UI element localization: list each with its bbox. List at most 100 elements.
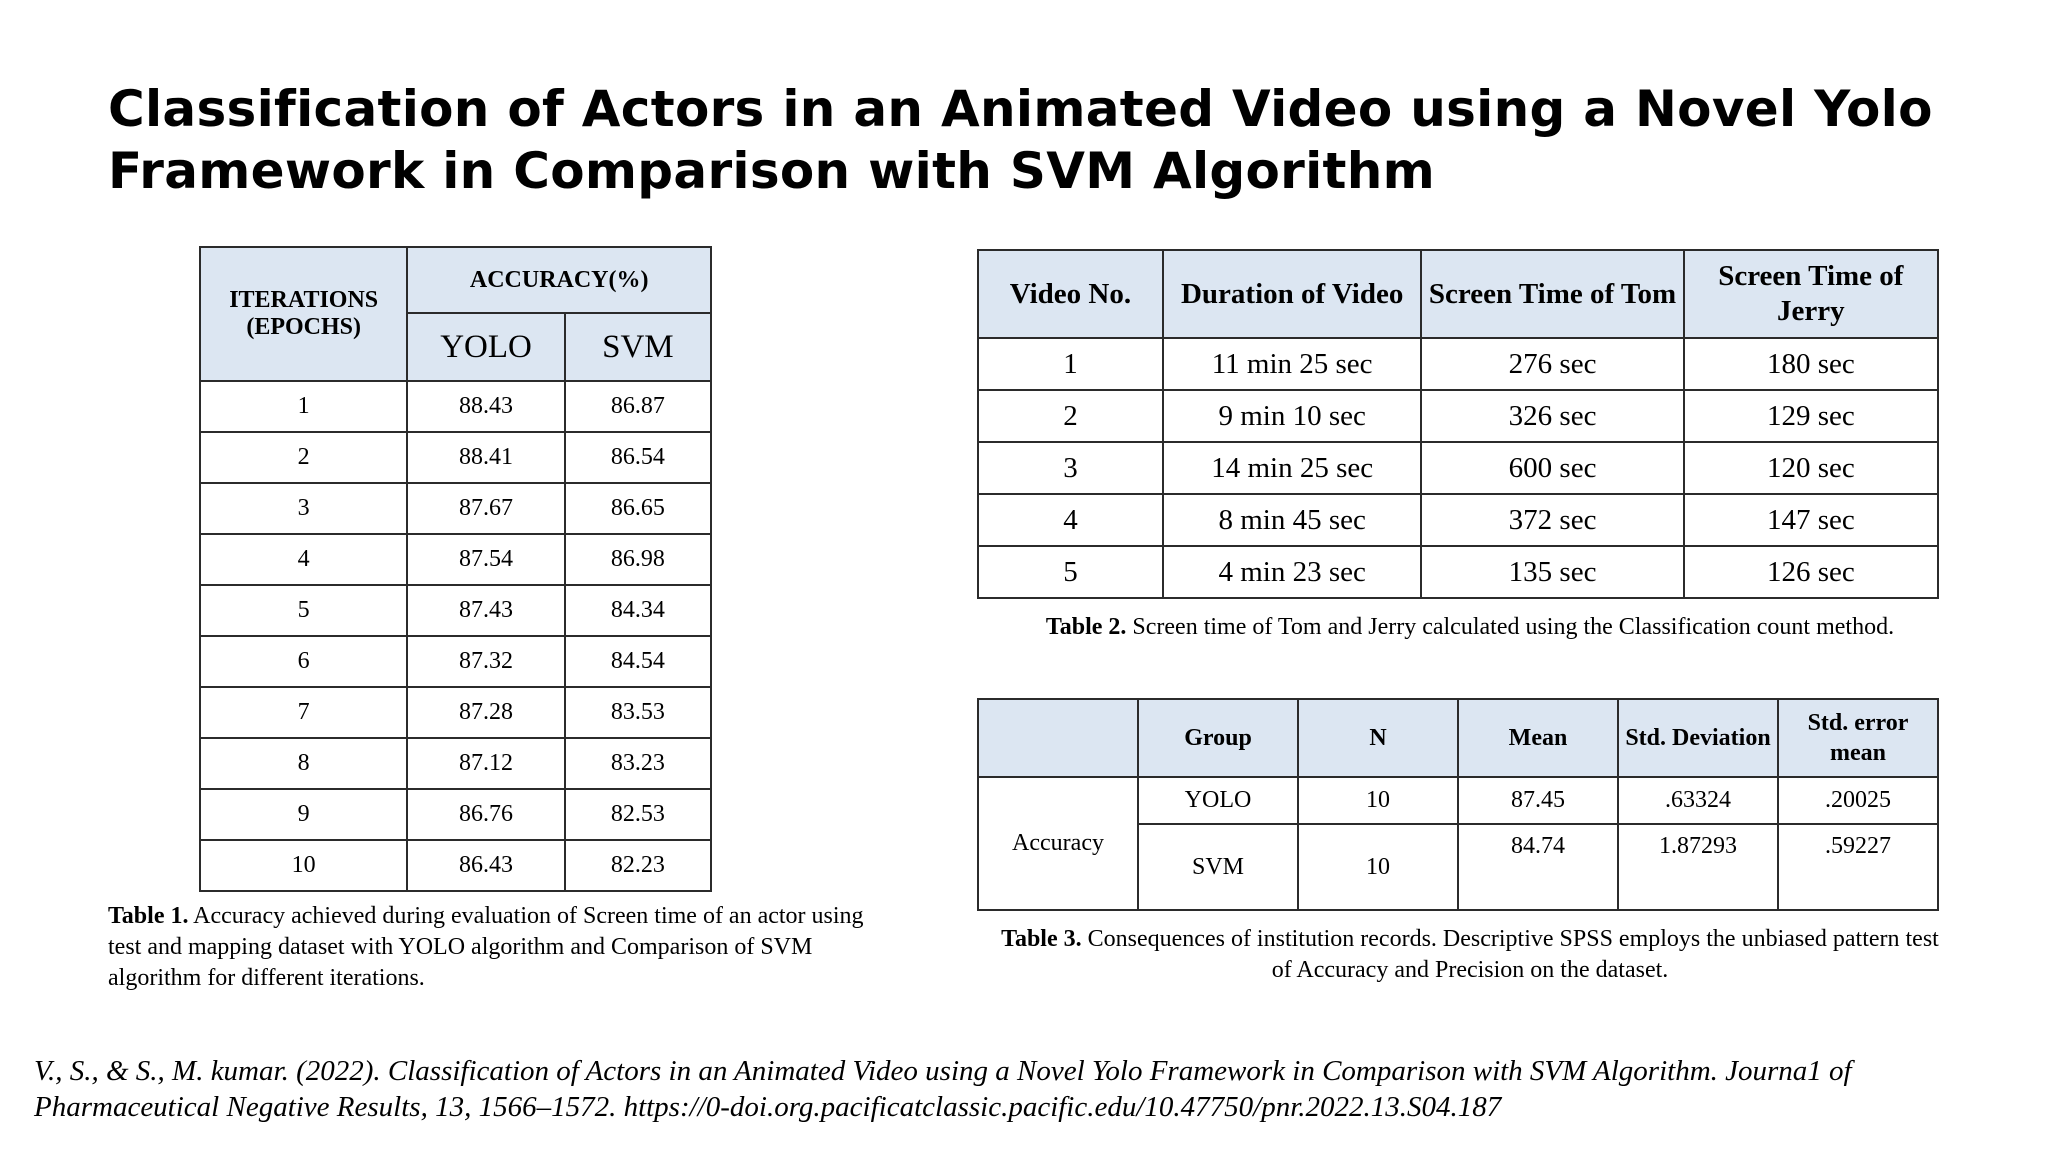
table-row: 1 88.43 86.87 (198, 380, 713, 433)
yolo-cell: 87.28 (406, 686, 566, 739)
header-blank (977, 698, 1139, 778)
duration-cell: 4 min 23 sec (1161, 545, 1423, 599)
header-iterations: ITERATIONS (EPOCHS) (198, 246, 409, 382)
table2-caption: Table 2. Screen time of Tom and Jerry ca… (1000, 612, 1940, 643)
header-accuracy: ACCURACY(%) (406, 246, 712, 314)
table-row: 4 8 min 45 sec 372 sec 147 sec (977, 493, 1940, 547)
screen-time-table: Video No. Duration of Video Screen Time … (977, 249, 1940, 599)
mean-cell: 87.45 (1457, 776, 1619, 825)
header-jerry: Screen Time of Jerry (1682, 249, 1940, 339)
group-cell: YOLO (1137, 776, 1299, 825)
sd-cell: .63324 (1617, 776, 1779, 825)
header-group: Group (1137, 698, 1299, 778)
svm-cell: 82.53 (563, 788, 713, 841)
iteration-cell: 8 (198, 737, 409, 790)
sd-cell: 1.87293 (1617, 823, 1779, 911)
svm-cell: 86.65 (563, 482, 713, 535)
table-row: 9 86.76 82.53 (198, 788, 713, 841)
iteration-cell: 4 (198, 533, 409, 586)
header-video-no: Video No. (977, 249, 1164, 339)
duration-cell: 8 min 45 sec (1161, 493, 1423, 547)
descriptive-stats-table: Group N Mean Std. Deviation Std. error m… (977, 698, 1939, 911)
svm-cell: 84.54 (563, 635, 713, 688)
header-tom: Screen Time of Tom (1420, 249, 1685, 339)
se-cell: .20025 (1777, 776, 1939, 825)
yolo-cell: 86.76 (406, 788, 566, 841)
se-cell: .59227 (1777, 823, 1939, 911)
tom-time-cell: 276 sec (1420, 337, 1685, 391)
table-row: 3 14 min 25 sec 600 sec 120 sec (977, 441, 1940, 495)
citation: V., S., & S., M. kumar. (2022). Classifi… (34, 1055, 1852, 1123)
video-no-cell: 1 (977, 337, 1164, 391)
duration-cell: 14 min 25 sec (1161, 441, 1423, 495)
iteration-cell: 5 (198, 584, 409, 637)
table-row: 8 87.12 83.23 (198, 737, 713, 790)
table-row: 2 9 min 10 sec 326 sec 129 sec (977, 389, 1940, 443)
header-std-error-mean: Std. error mean (1777, 698, 1939, 778)
video-no-cell: 3 (977, 441, 1164, 495)
iteration-cell: 2 (198, 431, 409, 484)
jerry-time-cell: 129 sec (1682, 389, 1940, 443)
table3-caption: Table 3. Consequences of institution rec… (1000, 924, 1940, 986)
yolo-cell: 87.43 (406, 584, 566, 637)
caption-label: Table 3. (1001, 926, 1082, 952)
header-duration: Duration of Video (1161, 249, 1423, 339)
table-row: 7 87.28 83.53 (198, 686, 713, 739)
duration-cell: 11 min 25 sec (1161, 337, 1423, 391)
table-row: 5 87.43 84.34 (198, 584, 713, 637)
table-row: 3 87.67 86.65 (198, 482, 713, 535)
yolo-cell: 87.67 (406, 482, 566, 535)
table-row: 2 88.41 86.54 (198, 431, 713, 484)
n-cell: 10 (1297, 776, 1459, 825)
table-row: 1 11 min 25 sec 276 sec 180 sec (977, 337, 1940, 391)
svm-cell: 82.23 (563, 839, 713, 892)
caption-text: Screen time of Tom and Jerry calculated … (1126, 614, 1895, 640)
video-no-cell: 4 (977, 493, 1164, 547)
table-row: SVM 10 84.74 1.87293 .59227 (978, 823, 1939, 911)
jerry-time-cell: 147 sec (1682, 493, 1940, 547)
header-std-deviation: Std. Deviation (1617, 698, 1779, 778)
header-svm: SVM (563, 312, 713, 382)
iteration-cell: 7 (198, 686, 409, 739)
iteration-cell: 9 (198, 788, 409, 841)
group-cell: SVM (1137, 823, 1299, 911)
n-cell: 10 (1297, 823, 1459, 911)
caption-text: Consequences of institution records. Des… (1081, 926, 1939, 983)
accuracy-table: ITERATIONS (EPOCHS) ACCURACY(%) YOLO SVM… (198, 246, 713, 892)
svm-cell: 86.54 (563, 431, 713, 484)
yolo-cell: 87.12 (406, 737, 566, 790)
caption-label: Table 2. (1045, 614, 1127, 640)
iteration-cell: 6 (198, 635, 409, 688)
yolo-cell: 87.54 (406, 533, 566, 586)
header-mean: Mean (1457, 698, 1619, 778)
yolo-cell: 88.43 (406, 380, 566, 433)
slide-title: Classification of Actors in an Animated … (108, 80, 1933, 200)
table-row: 6 87.32 84.54 (198, 635, 713, 688)
iteration-cell: 3 (198, 482, 409, 535)
table1-caption: Table 1. Accuracy achieved during evalua… (108, 901, 898, 994)
video-no-cell: 2 (977, 389, 1164, 443)
tom-time-cell: 372 sec (1420, 493, 1685, 547)
caption-text: Accuracy achieved during evaluation of S… (108, 903, 864, 991)
header-yolo: YOLO (406, 312, 566, 382)
tom-time-cell: 600 sec (1420, 441, 1685, 495)
yolo-cell: 86.43 (406, 839, 566, 892)
yolo-cell: 87.32 (406, 635, 566, 688)
caption-label: Table 1. (108, 903, 189, 929)
svm-cell: 84.34 (563, 584, 713, 637)
table-row: 5 4 min 23 sec 135 sec 126 sec (977, 545, 1940, 599)
iteration-cell: 1 (198, 380, 409, 433)
table-row: 4 87.54 86.98 (198, 533, 713, 586)
jerry-time-cell: 180 sec (1682, 337, 1940, 391)
svm-cell: 86.98 (563, 533, 713, 586)
tom-time-cell: 135 sec (1420, 545, 1685, 599)
mean-cell: 84.74 (1457, 823, 1619, 911)
table-row: 10 86.43 82.23 (198, 839, 713, 892)
svm-cell: 83.23 (563, 737, 713, 790)
table-row: Accuracy YOLO 10 87.45 .63324 .20025 (977, 776, 1939, 911)
tom-time-cell: 326 sec (1420, 389, 1685, 443)
svm-cell: 86.87 (563, 380, 713, 433)
row-label-accuracy: Accuracy (977, 776, 1139, 911)
jerry-time-cell: 126 sec (1682, 545, 1940, 599)
yolo-cell: 88.41 (406, 431, 566, 484)
